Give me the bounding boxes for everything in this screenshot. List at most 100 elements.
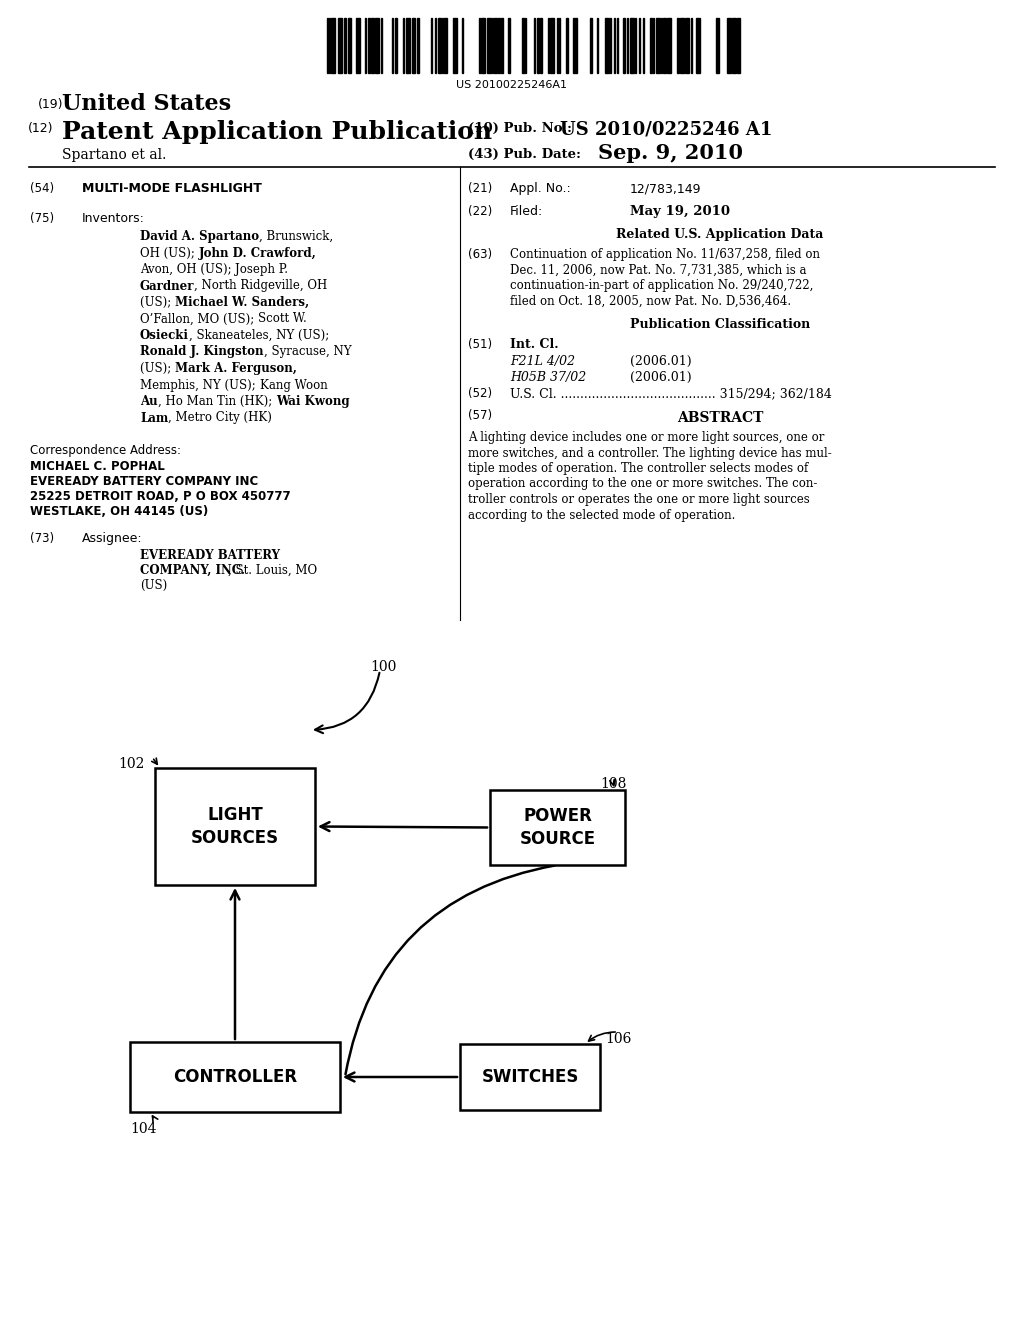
FancyArrowPatch shape — [230, 891, 240, 1039]
Bar — [696, 18, 700, 73]
Bar — [550, 18, 554, 73]
Bar — [685, 18, 689, 73]
Text: Gardner: Gardner — [140, 280, 195, 293]
Bar — [508, 18, 510, 73]
Text: Ronald J. Kingston: Ronald J. Kingston — [140, 346, 263, 359]
Bar — [406, 18, 410, 73]
Bar — [667, 18, 671, 73]
FancyArrowPatch shape — [609, 780, 615, 785]
Bar — [368, 18, 370, 73]
Text: (73): (73) — [30, 532, 54, 545]
Text: A lighting device includes one or more light sources, one or: A lighting device includes one or more l… — [468, 432, 824, 444]
Text: LIGHT
SOURCES: LIGHT SOURCES — [190, 807, 280, 846]
Bar — [356, 18, 360, 73]
Text: (US): (US) — [140, 579, 167, 591]
Text: US 2010/0225246 A1: US 2010/0225246 A1 — [560, 120, 772, 139]
Text: 104: 104 — [130, 1122, 157, 1137]
Bar — [460, 1044, 600, 1110]
Text: MULTI-MODE FLASHLIGHT: MULTI-MODE FLASHLIGHT — [82, 182, 262, 195]
Bar — [490, 789, 625, 865]
Bar — [444, 18, 446, 73]
Text: Dec. 11, 2006, now Pat. No. 7,731,385, which is a: Dec. 11, 2006, now Pat. No. 7,731,385, w… — [510, 264, 807, 276]
Text: Joseph P.: Joseph P. — [236, 263, 289, 276]
Bar — [331, 18, 335, 73]
Text: Mark A. Ferguson,: Mark A. Ferguson, — [175, 362, 297, 375]
Text: Spartano et al.: Spartano et al. — [62, 148, 166, 162]
Text: (US);: (US); — [140, 296, 175, 309]
Bar — [453, 18, 457, 73]
Text: troller controls or operates the one or more light sources: troller controls or operates the one or … — [468, 492, 810, 506]
Bar — [716, 18, 719, 73]
Bar — [726, 18, 730, 73]
Bar — [732, 18, 736, 73]
Text: (43) Pub. Date:: (43) Pub. Date: — [468, 148, 581, 161]
Text: Michael W. Sanders,: Michael W. Sanders, — [175, 296, 309, 309]
Bar — [462, 18, 463, 73]
Bar — [623, 18, 625, 73]
Text: Scott W.: Scott W. — [258, 313, 307, 326]
Bar — [677, 18, 679, 73]
FancyArrowPatch shape — [321, 822, 487, 832]
Text: (10) Pub. No.:: (10) Pub. No.: — [468, 121, 572, 135]
Text: (2006.01): (2006.01) — [630, 371, 691, 384]
Text: (US);: (US); — [140, 362, 175, 375]
Text: ABSTRACT: ABSTRACT — [677, 411, 763, 425]
Text: Int. Cl.: Int. Cl. — [510, 338, 559, 351]
Text: (22): (22) — [468, 205, 493, 218]
Bar — [540, 18, 542, 73]
Bar — [590, 18, 592, 73]
Text: 102: 102 — [119, 756, 145, 771]
Bar — [604, 18, 608, 73]
Text: continuation-in-part of application No. 29/240,722,: continuation-in-part of application No. … — [510, 279, 813, 292]
Text: David A. Spartano: David A. Spartano — [140, 230, 259, 243]
Text: May 19, 2010: May 19, 2010 — [630, 205, 730, 218]
Text: WESTLAKE, OH 44145 (US): WESTLAKE, OH 44145 (US) — [30, 506, 208, 517]
Text: 106: 106 — [605, 1032, 632, 1045]
Text: Memphis, NY (US);: Memphis, NY (US); — [140, 379, 259, 392]
Text: Avon, OH (US);: Avon, OH (US); — [140, 263, 236, 276]
Text: (51): (51) — [468, 338, 493, 351]
Text: (75): (75) — [30, 213, 54, 224]
Bar — [371, 18, 374, 73]
Text: Kang Woon: Kang Woon — [259, 379, 328, 392]
Text: U.S. Cl. ........................................ 315/294; 362/184: U.S. Cl. ...............................… — [510, 387, 831, 400]
Bar — [650, 18, 651, 73]
Bar — [412, 18, 415, 73]
Bar — [417, 18, 419, 73]
Text: Publication Classification: Publication Classification — [630, 318, 810, 331]
Bar — [481, 18, 485, 73]
Bar — [395, 18, 396, 73]
Text: Sep. 9, 2010: Sep. 9, 2010 — [598, 143, 743, 162]
Text: 12/783,149: 12/783,149 — [630, 182, 701, 195]
FancyArrowPatch shape — [153, 1115, 158, 1122]
Text: O’Fallon, MO (US);: O’Fallon, MO (US); — [140, 313, 258, 326]
Text: (12): (12) — [28, 121, 53, 135]
Bar — [565, 18, 568, 73]
Text: John D. Crawford,: John D. Crawford, — [199, 247, 316, 260]
Bar — [130, 1041, 340, 1111]
Text: more switches, and a controller. The lighting device has mul-: more switches, and a controller. The lig… — [468, 446, 831, 459]
Bar — [338, 18, 341, 73]
Text: , North Ridgeville, OH: , North Ridgeville, OH — [195, 280, 328, 293]
Text: , Syracuse, NY: , Syracuse, NY — [263, 346, 351, 359]
Bar — [155, 768, 315, 884]
FancyArrowPatch shape — [315, 673, 380, 733]
Text: Au: Au — [140, 395, 158, 408]
Bar — [494, 18, 497, 73]
Text: (52): (52) — [468, 387, 493, 400]
Text: according to the selected mode of operation.: according to the selected mode of operat… — [468, 508, 735, 521]
Text: Continuation of application No. 11/637,258, filed on: Continuation of application No. 11/637,2… — [510, 248, 820, 261]
Bar — [609, 18, 611, 73]
Bar — [498, 18, 500, 73]
Text: Osiecki: Osiecki — [140, 329, 189, 342]
Text: 25225 DETROIT ROAD, P O BOX 450777: 25225 DETROIT ROAD, P O BOX 450777 — [30, 490, 291, 503]
Text: operation according to the one or more switches. The con-: operation according to the one or more s… — [468, 478, 817, 491]
Text: , St. Louis, MO: , St. Louis, MO — [228, 564, 317, 577]
Text: (54): (54) — [30, 182, 54, 195]
Bar — [630, 18, 634, 73]
Text: , Ho Man Tin (HK);: , Ho Man Tin (HK); — [158, 395, 275, 408]
Bar — [375, 18, 379, 73]
Text: Wai Kwong: Wai Kwong — [275, 395, 349, 408]
Text: US 20100225246A1: US 20100225246A1 — [457, 81, 567, 90]
Text: , Skaneateles, NY (US);: , Skaneateles, NY (US); — [189, 329, 330, 342]
